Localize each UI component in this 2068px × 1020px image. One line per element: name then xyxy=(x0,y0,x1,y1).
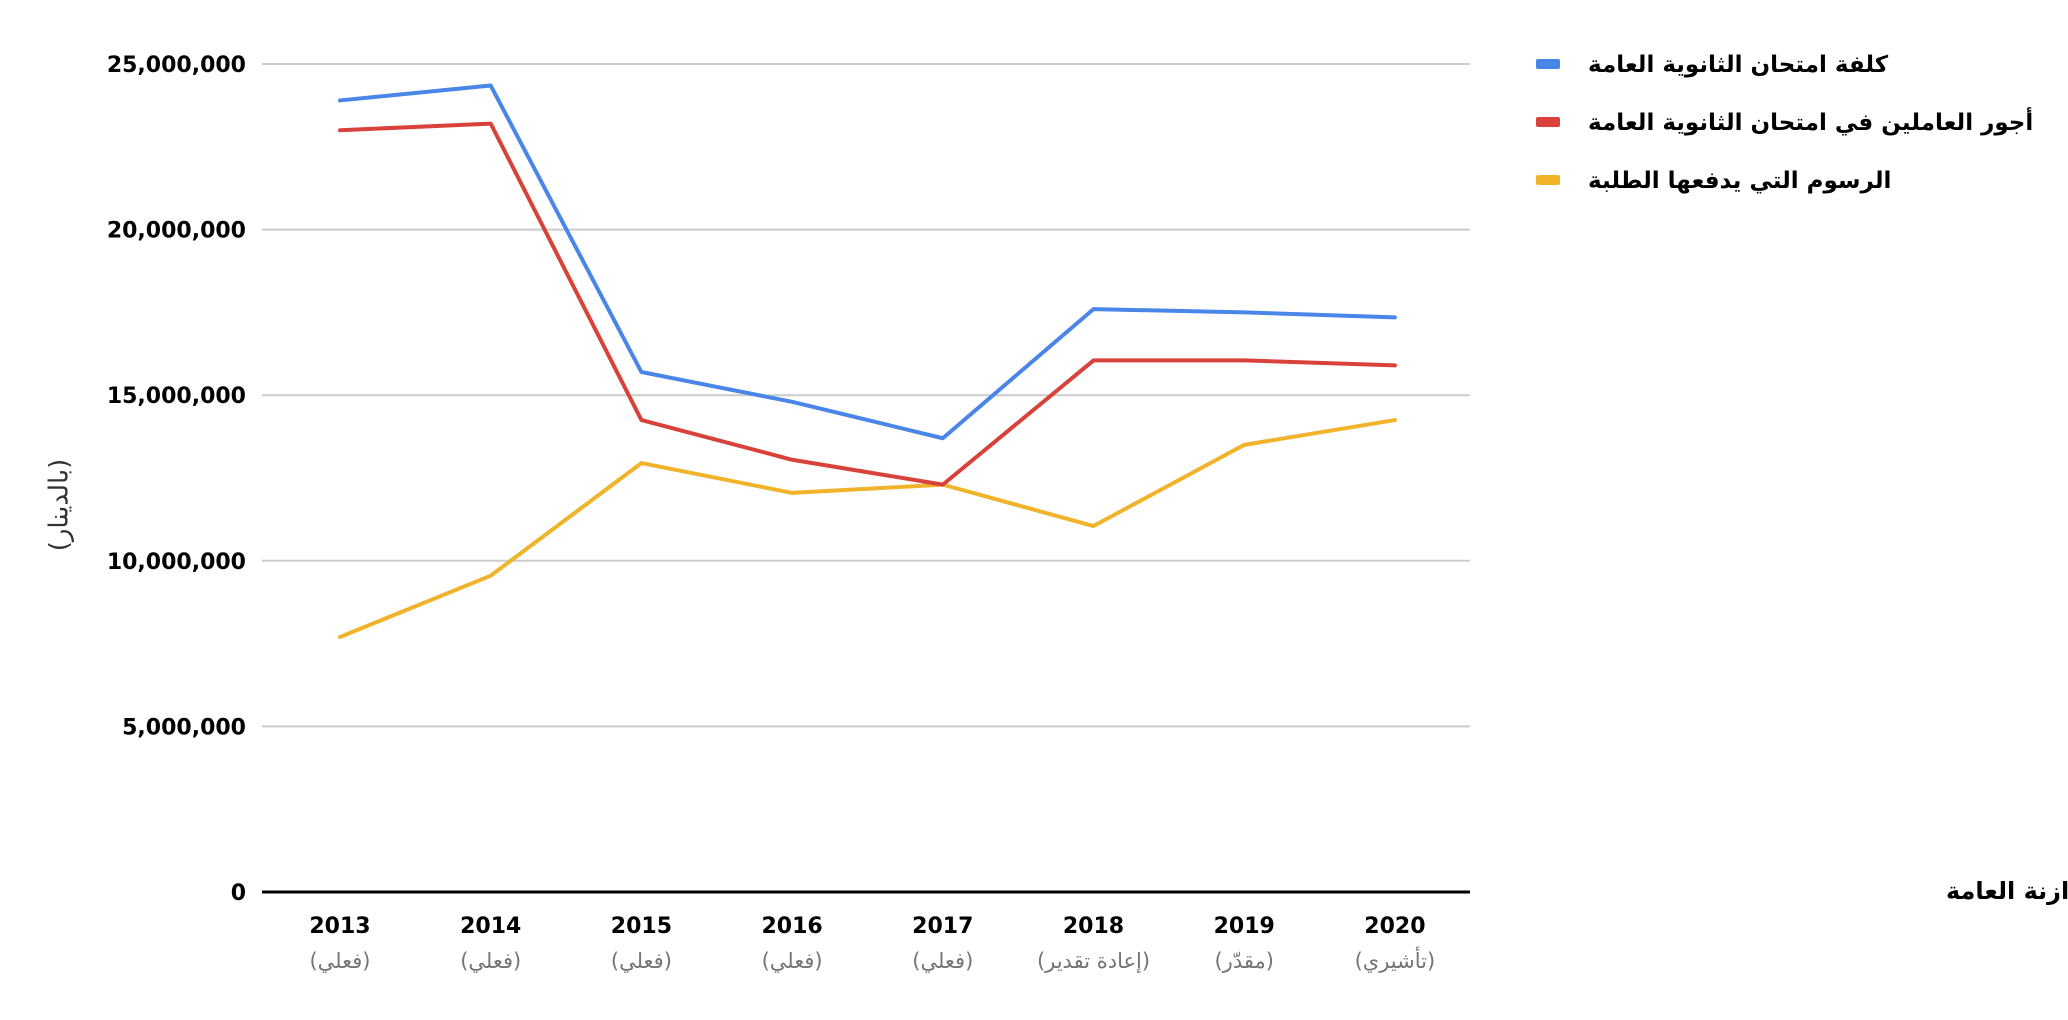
x-tick-sublabel: (فعلي) xyxy=(762,949,823,973)
legend: كلفة امتحان الثانوية العامة أجور العاملين… xyxy=(1536,52,2033,194)
x-tick-sublabel: (فعلي) xyxy=(309,949,370,973)
legend-swatch xyxy=(1536,59,1560,69)
legend-label: كلفة امتحان الثانوية العامة xyxy=(1588,52,1889,78)
x-tick-label: 2015 xyxy=(611,914,672,939)
x-tick-label: 2020 xyxy=(1364,914,1425,939)
x-tick-label: 2017 xyxy=(912,914,973,939)
legend-swatch xyxy=(1536,117,1560,127)
series-line xyxy=(338,83,1397,441)
legend-label: أجور العاملين في امتحان الثانوية العامة xyxy=(1588,106,2033,136)
x-tick-label: 2019 xyxy=(1214,914,1275,939)
legend-label: الرسوم التي يدفعها الطلبة xyxy=(1588,168,1891,194)
x-tick-sublabel: (فعلي) xyxy=(611,949,672,973)
x-tick-sublabel: (فعلي) xyxy=(912,949,973,973)
gridlines xyxy=(262,63,1470,728)
x-tick-sublabel: (تأشيري) xyxy=(1355,946,1436,973)
x-tick-sublabel: (فعلي) xyxy=(460,949,521,973)
y-tick-label: 15,000,000 xyxy=(107,384,246,409)
x-tick-label: 2018 xyxy=(1063,914,1124,939)
series-line xyxy=(338,418,1397,639)
y-axis-label: (بالدينار) xyxy=(45,459,75,552)
y-axis-ticks: 0 5,000,000 10,000,000 15,000,000 20,000,000… xyxy=(107,53,246,906)
y-tick-label: 25,000,000 xyxy=(107,53,246,78)
x-tick-label: 2014 xyxy=(460,914,521,939)
x-tick-label: 2013 xyxy=(309,914,370,939)
series-line xyxy=(338,121,1397,487)
source-note: *المصدر: دائرة الموازنة العامة xyxy=(1946,877,2068,905)
y-tick-label: 10,000,000 xyxy=(107,550,246,575)
legend-swatch xyxy=(1536,175,1560,185)
x-tick-label: 2016 xyxy=(761,914,822,939)
x-tick-sublabel: (مقدّر) xyxy=(1214,949,1273,973)
x-tick-sublabel: (إعادة تقدير) xyxy=(1037,949,1150,974)
series-lines xyxy=(338,83,1397,639)
y-tick-label: 5,000,000 xyxy=(122,715,246,740)
x-axis-ticks: 2013 (فعلي) 2014 (فعلي) 2015 (فعلي) 2016 (فعلي)… xyxy=(309,914,1435,974)
y-tick-label: 20,000,000 xyxy=(107,219,246,244)
y-tick-label: 0 xyxy=(231,881,246,906)
